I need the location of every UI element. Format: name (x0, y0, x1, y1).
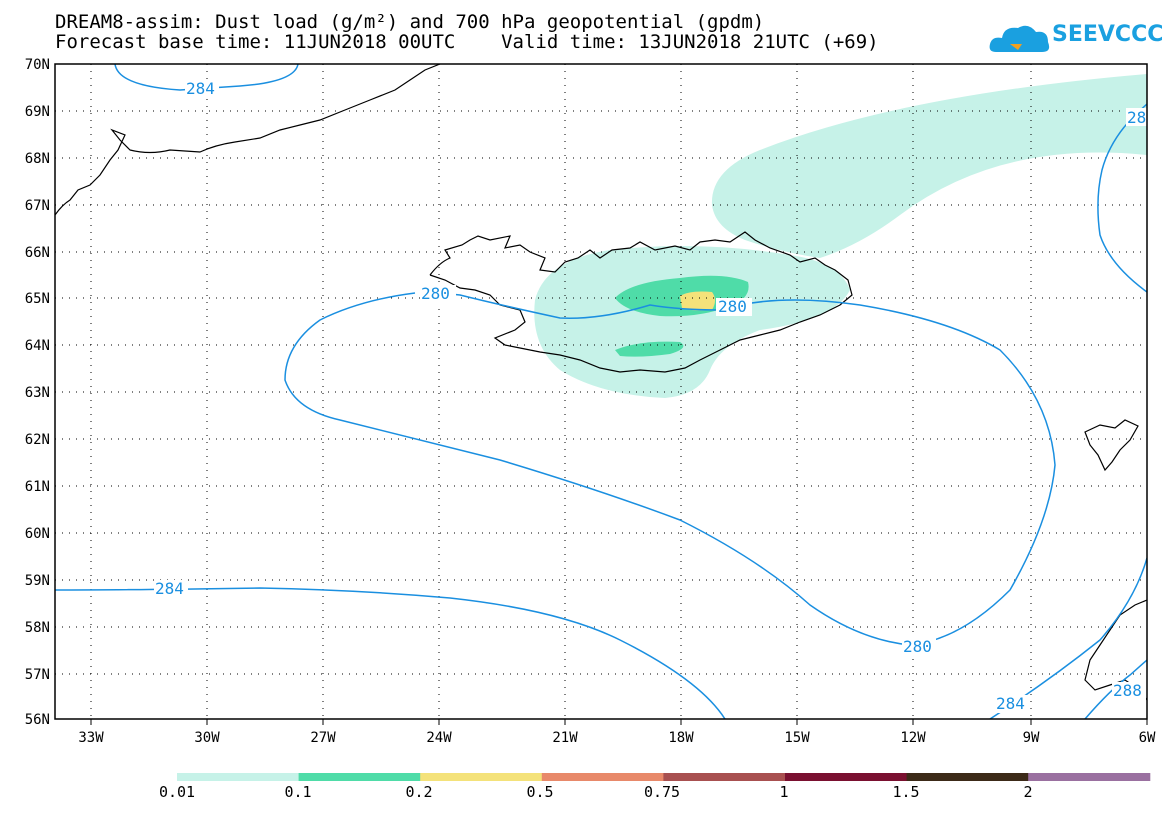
lon-label: 33W (78, 730, 104, 746)
lon-label: 30W (194, 730, 220, 746)
colorbar-swatch (177, 773, 300, 781)
colorbar-swatch (785, 773, 908, 781)
legend-label: 1.5 (892, 783, 920, 801)
faroe-islands-coastline (1084, 419, 1139, 472)
contour-288-se (1084, 659, 1147, 719)
lat-label: 66N (25, 245, 50, 261)
colorbar-swatch (298, 773, 421, 781)
contour-label-280-east: 280 (718, 297, 747, 316)
lat-label: 58N (25, 620, 50, 636)
lat-label: 61N (25, 479, 50, 495)
lon-label: 15W (784, 730, 810, 746)
contour-284-south (55, 587, 726, 719)
lon-label: 6W (1139, 730, 1156, 746)
lat-label: 69N (25, 104, 50, 120)
colorbar-legend (177, 773, 1151, 781)
lon-label: 18W (668, 730, 694, 746)
contour-280-loop (284, 292, 1056, 646)
contour-label-284-se: 284 (996, 694, 1025, 713)
longitude-labels: 33W 30W 27W 24W 21W 18W 15W 12W 9W 6W (78, 730, 1156, 746)
colorbar-swatch (1028, 773, 1151, 781)
contour-label-28-ne: 28 (1127, 108, 1146, 127)
lon-label: 27W (310, 730, 336, 746)
colorbar-swatch (541, 773, 664, 781)
legend-label: 0.2 (405, 783, 433, 801)
contour-label-280-west: 280 (421, 284, 450, 303)
dust-area-0.01-northeast (711, 74, 1147, 258)
legend-label: 0.75 (643, 783, 681, 801)
forecast-time-line: Forecast base time: 11JUN2018 00UTC Vali… (55, 31, 879, 53)
colorbar-swatch (663, 773, 786, 781)
logo-text: SEEVCCC (1052, 22, 1164, 47)
contour-label-284-top: 284 (186, 79, 215, 98)
dust-area-0.01-iceland (534, 246, 850, 398)
legend-label: 0.01 (158, 783, 196, 801)
lat-label: 60N (25, 526, 50, 542)
lat-label: 68N (25, 151, 50, 167)
lat-label: 64N (25, 338, 50, 354)
latitude-labels: 70N 69N 68N 67N 66N 65N 64N 63N 62N 61N … (25, 57, 50, 728)
legend-label: 1 (779, 783, 789, 801)
cloud-logo-icon (989, 25, 1050, 52)
lat-label: 65N (25, 291, 50, 307)
map-frame (54, 63, 1148, 720)
legend-label: 2 (1023, 783, 1033, 801)
graticule (55, 64, 1147, 719)
lon-label: 9W (1023, 730, 1040, 746)
lon-label: 21W (552, 730, 578, 746)
contour-280-main (1097, 103, 1147, 293)
legend-label: 0.1 (284, 783, 312, 801)
axis-ticks (90, 719, 1148, 725)
lat-label: 63N (25, 385, 50, 401)
lat-label: 67N (25, 198, 50, 214)
lat-label: 56N (25, 712, 50, 728)
scotland-coastline (1084, 599, 1147, 701)
lat-label: 57N (25, 667, 50, 683)
greenland-coastline (55, 64, 441, 216)
iceland-coastline (429, 231, 853, 373)
contour-label-284-south: 284 (155, 579, 184, 598)
dust-area-0.2 (680, 291, 715, 311)
colorbar-swatch (906, 773, 1029, 781)
dust-area-0.1-south (615, 341, 684, 357)
lon-label: 12W (900, 730, 926, 746)
colorbar-swatch (420, 773, 543, 781)
legend-label: 0.5 (526, 783, 554, 801)
lat-label: 62N (25, 432, 50, 448)
lat-label: 59N (25, 573, 50, 589)
map-title: DREAM8-assim: Dust load (g/m²) and 700 h… (55, 11, 765, 33)
contour-label-280-south: 280 (903, 637, 932, 656)
lon-label: 24W (426, 730, 452, 746)
contour-label-288-se: 288 (1113, 681, 1142, 700)
lat-label: 70N (25, 57, 50, 73)
